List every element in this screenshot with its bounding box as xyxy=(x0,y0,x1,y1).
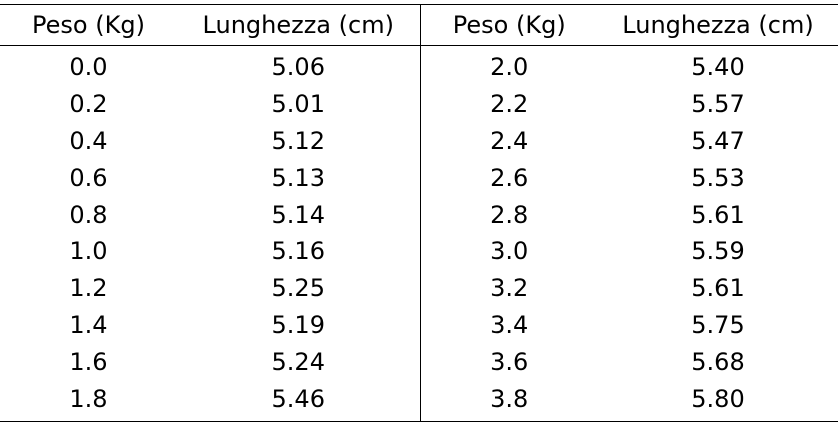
weight-cell: 1.8 xyxy=(0,380,177,422)
weight-cell: 0.8 xyxy=(69,200,108,229)
weight-cell: 2.4 xyxy=(490,126,529,155)
table-row: 1.4 5.19 3.4 5.75 xyxy=(0,306,838,344)
weight-cell: 3.0 xyxy=(490,237,529,266)
weight-length-table: Peso (Kg) Lunghezza (cm) Peso (Kg) Lungh… xyxy=(0,4,838,422)
header-weight-2: Peso (Kg) xyxy=(420,4,598,46)
header-length-1: Lunghezza (cm) xyxy=(177,4,421,46)
length-cell: 5.12 xyxy=(177,122,421,160)
weight-cell: 3.2 xyxy=(490,274,529,303)
length-cell: 5.59 xyxy=(691,237,745,266)
weight-cell: 3.6 xyxy=(490,347,529,376)
weight-cell: 2.0 xyxy=(490,53,529,82)
length-cell: 5.75 xyxy=(691,310,745,339)
table-header: Peso (Kg) Lunghezza (cm) Peso (Kg) Lungh… xyxy=(0,4,838,46)
weight-cell: 0.0 xyxy=(69,53,108,82)
length-cell: 5.24 xyxy=(177,343,421,381)
length-cell: 5.80 xyxy=(598,380,838,422)
length-cell: 5.61 xyxy=(691,200,745,229)
table-row: 0.0 5.06 2.0 5.40 xyxy=(0,45,838,86)
header-length-2: Lunghezza (cm) xyxy=(598,4,838,46)
length-cell: 5.01 xyxy=(177,85,421,123)
length-cell: 5.61 xyxy=(691,274,745,303)
length-cell: 5.16 xyxy=(177,232,421,270)
weight-cell: 2.6 xyxy=(490,163,529,192)
weight-cell: 2.8 xyxy=(490,200,529,229)
length-cell: 5.57 xyxy=(691,90,745,119)
table-row: 0.4 5.12 2.4 5.47 xyxy=(0,122,838,160)
weight-cell: 2.2 xyxy=(490,90,529,119)
weight-cell: 0.2 xyxy=(69,90,108,119)
length-cell: 5.68 xyxy=(691,347,745,376)
table-row: 0.2 5.01 2.2 5.57 xyxy=(0,85,838,123)
length-cell: 5.19 xyxy=(177,306,421,344)
length-cell: 5.47 xyxy=(691,126,745,155)
weight-cell: 0.6 xyxy=(69,163,108,192)
table-body: 0.0 5.06 2.0 5.40 0.2 5.01 2.2 5.57 0.4 … xyxy=(0,45,838,422)
length-cell: 5.53 xyxy=(691,163,745,192)
length-cell: 5.13 xyxy=(177,159,421,197)
header-weight-1: Peso (Kg) xyxy=(0,4,177,46)
table-row: 1.6 5.24 3.6 5.68 xyxy=(0,343,838,381)
weight-cell: 3.8 xyxy=(420,380,598,422)
table-row: 0.8 5.14 2.8 5.61 xyxy=(0,196,838,233)
weight-cell: 1.2 xyxy=(69,274,108,303)
table-row: 0.6 5.13 2.6 5.53 xyxy=(0,159,838,197)
length-cell: 5.14 xyxy=(177,196,421,233)
header-row: Peso (Kg) Lunghezza (cm) Peso (Kg) Lungh… xyxy=(0,4,838,46)
weight-cell: 1.6 xyxy=(69,347,108,376)
table-row: 1.8 5.46 3.8 5.80 xyxy=(0,380,838,422)
length-cell: 5.46 xyxy=(177,380,421,422)
table-row: 1.0 5.16 3.0 5.59 xyxy=(0,232,838,270)
weight-cell: 1.4 xyxy=(69,310,108,339)
length-cell: 5.25 xyxy=(177,269,421,307)
table-row: 1.2 5.25 3.2 5.61 xyxy=(0,269,838,307)
weight-cell: 3.4 xyxy=(490,310,529,339)
length-cell: 5.06 xyxy=(177,45,421,86)
weight-cell: 0.4 xyxy=(69,126,108,155)
weight-cell: 1.0 xyxy=(69,237,108,266)
length-cell: 5.40 xyxy=(691,53,745,82)
